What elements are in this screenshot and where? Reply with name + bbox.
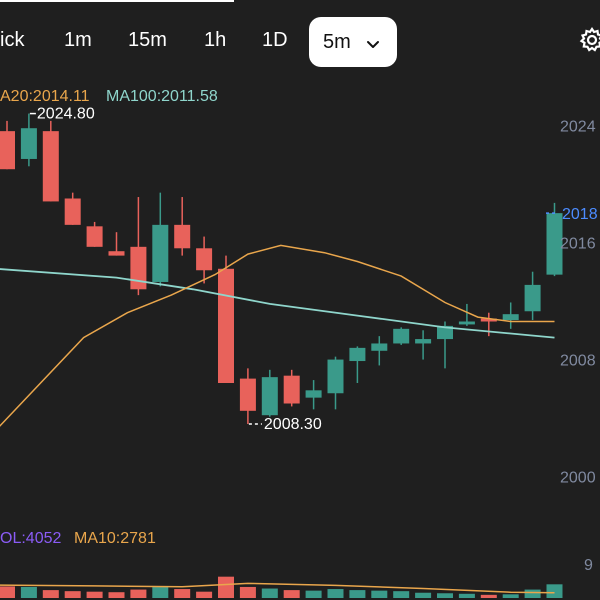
tab-5m[interactable]: 5m xyxy=(309,17,397,67)
candle-body[interactable] xyxy=(524,284,541,312)
volume-bar xyxy=(20,586,37,598)
candle-body[interactable] xyxy=(42,131,59,202)
candle-body[interactable] xyxy=(502,314,519,321)
candle-body[interactable] xyxy=(371,343,388,351)
candle-body[interactable] xyxy=(0,131,15,170)
ma20-label: A20:2014.11 xyxy=(0,88,90,105)
candle-body[interactable] xyxy=(393,328,410,344)
candle-body[interactable] xyxy=(174,224,191,249)
volume-axis-tick: 9 xyxy=(584,557,593,574)
candle-body[interactable] xyxy=(283,375,300,404)
volume-bar xyxy=(524,589,541,598)
candle-body[interactable] xyxy=(196,248,213,271)
price-axis-tick: 2016 xyxy=(560,235,596,252)
candle-body[interactable] xyxy=(64,198,81,225)
volume-bar xyxy=(108,592,125,598)
candle-body[interactable] xyxy=(218,268,234,383)
interval-tabs: ick 1m 15m 1h 1D 5m xyxy=(0,14,600,68)
candle-body[interactable] xyxy=(86,226,103,247)
low-price-label: 2008.30 xyxy=(264,416,322,433)
volume-bar xyxy=(349,590,366,598)
candle-body[interactable] xyxy=(458,321,475,325)
volume-bar xyxy=(480,594,497,598)
volume-bar xyxy=(0,586,15,598)
candle-body[interactable] xyxy=(305,390,322,398)
price-axis-tick: 2024 xyxy=(560,118,596,135)
candle-body[interactable] xyxy=(349,347,366,362)
volume-bar xyxy=(327,589,344,598)
tab-5m-label: 5m xyxy=(323,31,351,53)
candle-body[interactable] xyxy=(480,318,497,322)
last-price-label: 2018 xyxy=(562,206,598,223)
top-edge-line xyxy=(0,0,234,2)
volume-bar xyxy=(305,590,322,598)
volume-bar xyxy=(174,589,191,598)
volume-bar xyxy=(546,584,563,598)
volume-bar xyxy=(371,590,388,598)
volume-bar xyxy=(218,576,234,598)
candle-body[interactable] xyxy=(327,359,344,394)
price-axis-tick: 2008 xyxy=(560,353,596,370)
volume-bar xyxy=(415,592,432,598)
candle-body[interactable] xyxy=(152,224,169,282)
candle-body[interactable] xyxy=(437,325,453,340)
candle-body[interactable] xyxy=(130,246,147,290)
price-axis-tick: 2000 xyxy=(560,470,596,487)
ma100-label: MA100:2011.58 xyxy=(106,88,218,105)
volume-bar xyxy=(152,586,169,598)
candle-body[interactable] xyxy=(20,128,37,159)
volume-bar xyxy=(437,593,453,598)
chevron-down-icon xyxy=(366,18,380,68)
candle-body[interactable] xyxy=(415,339,432,344)
volume-ma10-line xyxy=(0,582,555,594)
tab-15m[interactable]: 15m xyxy=(128,29,167,51)
volume-bar xyxy=(42,590,59,598)
tab-tick[interactable]: ick xyxy=(0,29,25,51)
high-price-label: 2024.80 xyxy=(37,106,95,123)
volume-bar xyxy=(393,591,410,598)
volume-bar xyxy=(196,591,213,598)
volume-bar xyxy=(502,594,519,598)
volume-label: OL:4052 xyxy=(0,530,62,547)
volume-bar xyxy=(283,590,300,598)
candle-body[interactable] xyxy=(261,377,278,416)
volume-bar xyxy=(86,591,103,598)
ma100-line xyxy=(0,268,555,339)
volume-bar xyxy=(64,591,81,598)
volume-bar xyxy=(261,588,278,598)
volume-ma10-label: MA10:2781 xyxy=(74,530,156,547)
tab-1d[interactable]: 1D xyxy=(262,29,288,51)
candle-body[interactable] xyxy=(108,251,125,256)
ma20-line xyxy=(0,244,555,427)
candle-body[interactable] xyxy=(239,378,256,411)
tab-1h[interactable]: 1h xyxy=(204,29,227,51)
volume-bar xyxy=(130,589,147,598)
volume-bar xyxy=(458,593,475,598)
volume-bar xyxy=(239,586,256,598)
candle-body[interactable] xyxy=(546,213,563,275)
tab-1m[interactable]: 1m xyxy=(64,29,92,51)
gear-icon[interactable] xyxy=(578,26,600,54)
